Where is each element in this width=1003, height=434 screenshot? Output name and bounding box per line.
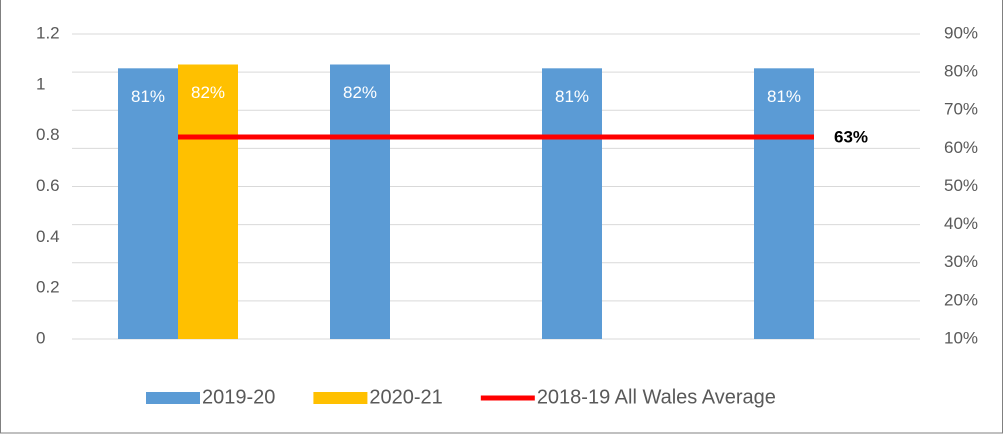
data-label: 63% (834, 127, 868, 146)
y2-tick-label: 90% (944, 23, 978, 42)
data-label: 81% (131, 87, 165, 106)
y2-tick-label: 10% (944, 328, 978, 347)
bar (178, 64, 238, 339)
y2-tick-label: 70% (944, 100, 978, 119)
legend-label: 2020-21 (369, 386, 442, 408)
bar (542, 68, 602, 339)
bar (330, 64, 390, 339)
y-tick-label: 0.8 (36, 125, 60, 144)
y-tick-label: 1 (36, 74, 45, 93)
y-tick-label: 0.2 (36, 278, 60, 297)
y2-tick-label: 50% (944, 176, 978, 195)
y-tick-label: 1.2 (36, 23, 60, 42)
y2-tick-label: 60% (944, 138, 978, 157)
y2-tick-label: 40% (944, 214, 978, 233)
data-label: 82% (191, 83, 225, 102)
data-label: 81% (767, 87, 801, 106)
y2-tick-label: 20% (944, 290, 978, 309)
y2-tick-label: 80% (944, 62, 978, 81)
legend-label: 2019-20 (202, 386, 275, 408)
data-label: 82% (343, 83, 377, 102)
legend-swatch (313, 392, 368, 404)
bar (754, 68, 814, 339)
legend-swatch (146, 392, 200, 404)
bar (118, 68, 178, 339)
y-tick-label: 0.4 (36, 227, 60, 246)
legend-label: 2018-19 All Wales Average (537, 386, 776, 408)
y2-tick-label: 30% (944, 252, 978, 271)
data-label: 81% (555, 87, 589, 106)
y-tick-label: 0 (36, 328, 45, 347)
y-tick-label: 0.6 (36, 176, 60, 195)
